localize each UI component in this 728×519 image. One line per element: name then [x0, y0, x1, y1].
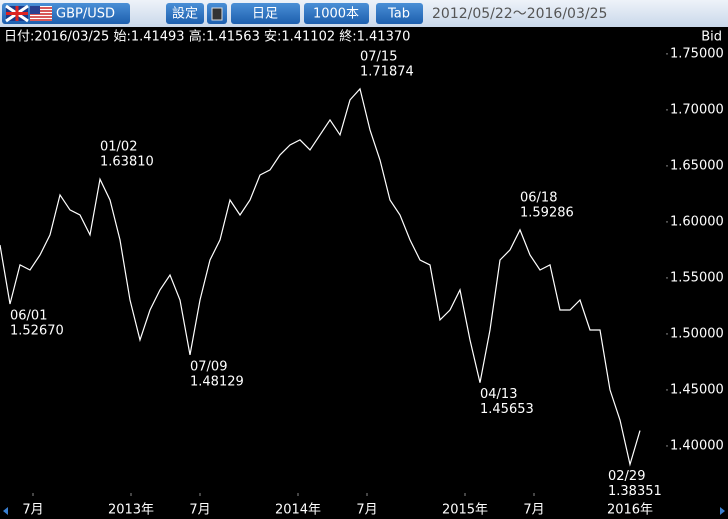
- chart-area: [0, 27, 728, 519]
- annotation-date: 07/15: [360, 49, 397, 64]
- y-tick-label: 1.70000: [670, 102, 724, 117]
- ohlc-info: 日付:2016/03/25 始:1.41493 高:1.41563 安:1.41…: [4, 29, 410, 45]
- x-tick-label: 2015年: [442, 503, 488, 518]
- annotation-value: 1.45653: [480, 402, 534, 417]
- y-axis-label: Bid: [701, 30, 722, 45]
- annotation-value: 1.63810: [100, 155, 154, 170]
- annotation-value: 1.38351: [608, 484, 662, 499]
- pair-label: GBP/USD: [56, 7, 115, 22]
- tab-button[interactable]: [376, 3, 423, 24]
- count-label: 1000本: [313, 7, 359, 22]
- x-tick-label: 2014年: [275, 503, 321, 518]
- price-line: [0, 87, 641, 467]
- y-tick-label: 1.55000: [670, 270, 724, 285]
- scroll-left[interactable]: [3, 507, 8, 515]
- scroll-right[interactable]: [720, 507, 725, 515]
- count-button[interactable]: [304, 3, 369, 24]
- annotation-date: 02/29: [608, 469, 645, 484]
- annotation-date: 07/09: [190, 359, 227, 374]
- tab-label: Tab: [387, 7, 410, 22]
- annotation-value: 1.59286: [520, 205, 574, 220]
- date-range: 2012/05/22～2016/03/25: [432, 6, 607, 22]
- x-tick-label: 7月: [356, 503, 377, 518]
- settings-button[interactable]: [166, 3, 204, 24]
- annotation-value: 1.71874: [360, 64, 414, 79]
- annotation-date: 01/02: [100, 140, 137, 155]
- annotation-date: 06/01: [10, 309, 47, 324]
- y-tick-label: 1.60000: [670, 214, 724, 229]
- x-tick-label: 2013年: [108, 503, 154, 518]
- annotation-date: 06/18: [520, 190, 557, 205]
- x-tick-label: 7月: [22, 503, 43, 518]
- y-tick-label: 1.65000: [670, 158, 724, 173]
- y-tick-label: 1.45000: [670, 382, 724, 397]
- flag-us-stripes: [30, 7, 52, 21]
- y-tick-label: 1.40000: [670, 438, 724, 453]
- x-tick-label: 2016年: [607, 503, 653, 518]
- annotation-value: 1.52670: [10, 324, 64, 339]
- y-tick-label: 1.75000: [670, 46, 724, 61]
- settings-label: 設定: [172, 6, 198, 22]
- flag-us-canton: [30, 6, 40, 14]
- annotation-value: 1.48129: [190, 374, 244, 389]
- period-button[interactable]: [231, 3, 300, 24]
- flag-uk-cross: [6, 6, 28, 21]
- annotation-date: 04/13: [480, 387, 517, 402]
- period-label: 日足: [252, 7, 278, 22]
- y-tick-label: 1.50000: [670, 326, 724, 341]
- calculator-icon: [211, 7, 223, 21]
- x-tick-label: 7月: [189, 503, 210, 518]
- x-tick-label: 7月: [523, 503, 544, 518]
